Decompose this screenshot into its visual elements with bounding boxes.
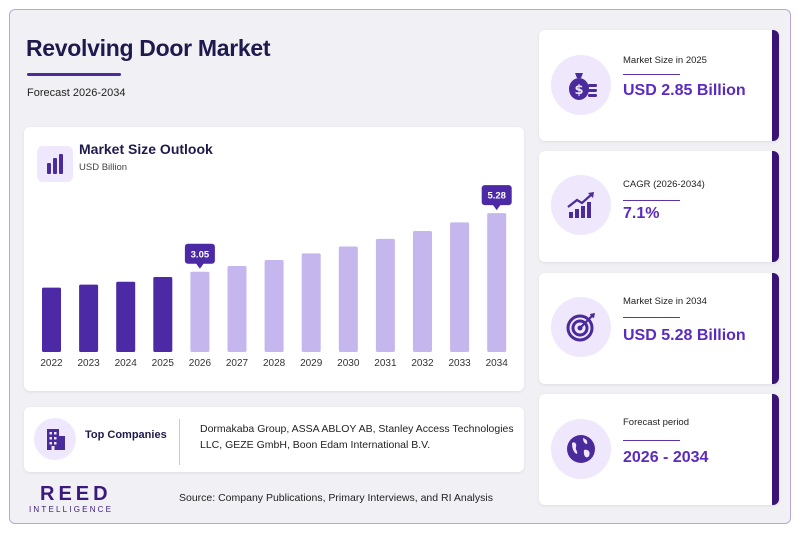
stat-label: Market Size in 2025 [623,55,707,66]
page-subtitle: Forecast 2026-2034 [27,87,126,99]
stat-value: USD 5.28 Billion [623,327,746,344]
svg-text:$: $ [574,83,583,98]
companies-divider [179,419,180,465]
target-icon [551,297,611,357]
companies-card [24,407,524,472]
bar-chart-icon [37,146,73,182]
x-tick-label: 2030 [337,358,360,369]
building-icon [34,418,76,460]
x-tick-label: 2027 [226,358,249,369]
companies-list: Dormakaba Group, ASSA ABLOY AB, Stanley … [200,423,514,451]
stat-value: USD 2.85 Billion [623,82,746,99]
stat-rule [623,200,680,201]
stat-card-market-2034: Market Size in 2034 USD 5.28 Billion [539,273,779,384]
value-callout-2026: 3.05 [184,243,215,269]
stat-card-market-2025: $ Market Size in 2025 USD 2.85 Billion [539,30,779,141]
bar-2034 [487,213,507,352]
growth-chart-icon [551,175,611,235]
companies-label: Top Companies [85,429,167,441]
stat-card-forecast-period: Forecast period 2026 - 2034 [539,394,779,505]
stat-label: Market Size in 2034 [623,296,707,307]
stat-rule [623,440,680,441]
bar-2032 [413,231,432,352]
bar-2027 [227,265,247,352]
x-tick-label: 2031 [374,358,397,369]
x-tick-label: 2022 [40,358,63,369]
bar-2028 [264,259,284,352]
money-bag-icon: $ [551,55,611,115]
x-tick-label: 2023 [77,358,100,369]
x-tick-label: 2024 [115,358,138,369]
brand-tagline: INTELLIGENCE [29,505,114,514]
brand-logo: REED [40,483,112,505]
x-tick-label: 2032 [411,358,434,369]
stat-label: CAGR (2026-2034) [623,179,705,190]
svg-text:5.28: 5.28 [487,191,506,202]
bar-2025 [153,277,173,352]
stat-value: 2026 - 2034 [623,449,709,466]
stat-rule [623,74,680,75]
bar-chart: 2022 2023 2024 2025 2026 2027 2028 2029 2030 2031… [40,185,512,369]
x-tick-label: 2033 [448,358,471,369]
stat-rule [623,317,680,318]
bar-2031 [375,238,395,352]
source-note: Source: Company Publications, Primary In… [179,492,493,504]
stat-value: 7.1% [623,205,660,222]
x-tick-label: 2028 [263,358,286,369]
svg-text:3.05: 3.05 [191,249,210,260]
x-tick-label: 2025 [152,358,175,369]
bar-2024 [116,281,136,352]
stat-label: Forecast period [623,417,690,428]
x-tick-label: 2034 [486,358,509,369]
page-title: Revolving Door Market [26,35,271,61]
bar-2030 [338,246,358,352]
globe-icon [551,419,611,479]
title-underline [27,73,121,76]
stat-card-cagr: CAGR (2026-2034) 7.1% [539,151,779,262]
value-callout-2034: 5.28 [481,185,512,211]
x-tick-label: 2026 [189,358,212,369]
chart-title: Market Size Outlook [79,141,213,157]
bar-2029 [301,253,321,352]
bar-2023 [79,284,99,352]
bar-2033 [450,222,470,352]
bar-2022 [42,287,61,352]
chart-unit: USD Billion [79,162,128,173]
bar-2026 [190,271,210,352]
x-tick-label: 2029 [300,358,323,369]
